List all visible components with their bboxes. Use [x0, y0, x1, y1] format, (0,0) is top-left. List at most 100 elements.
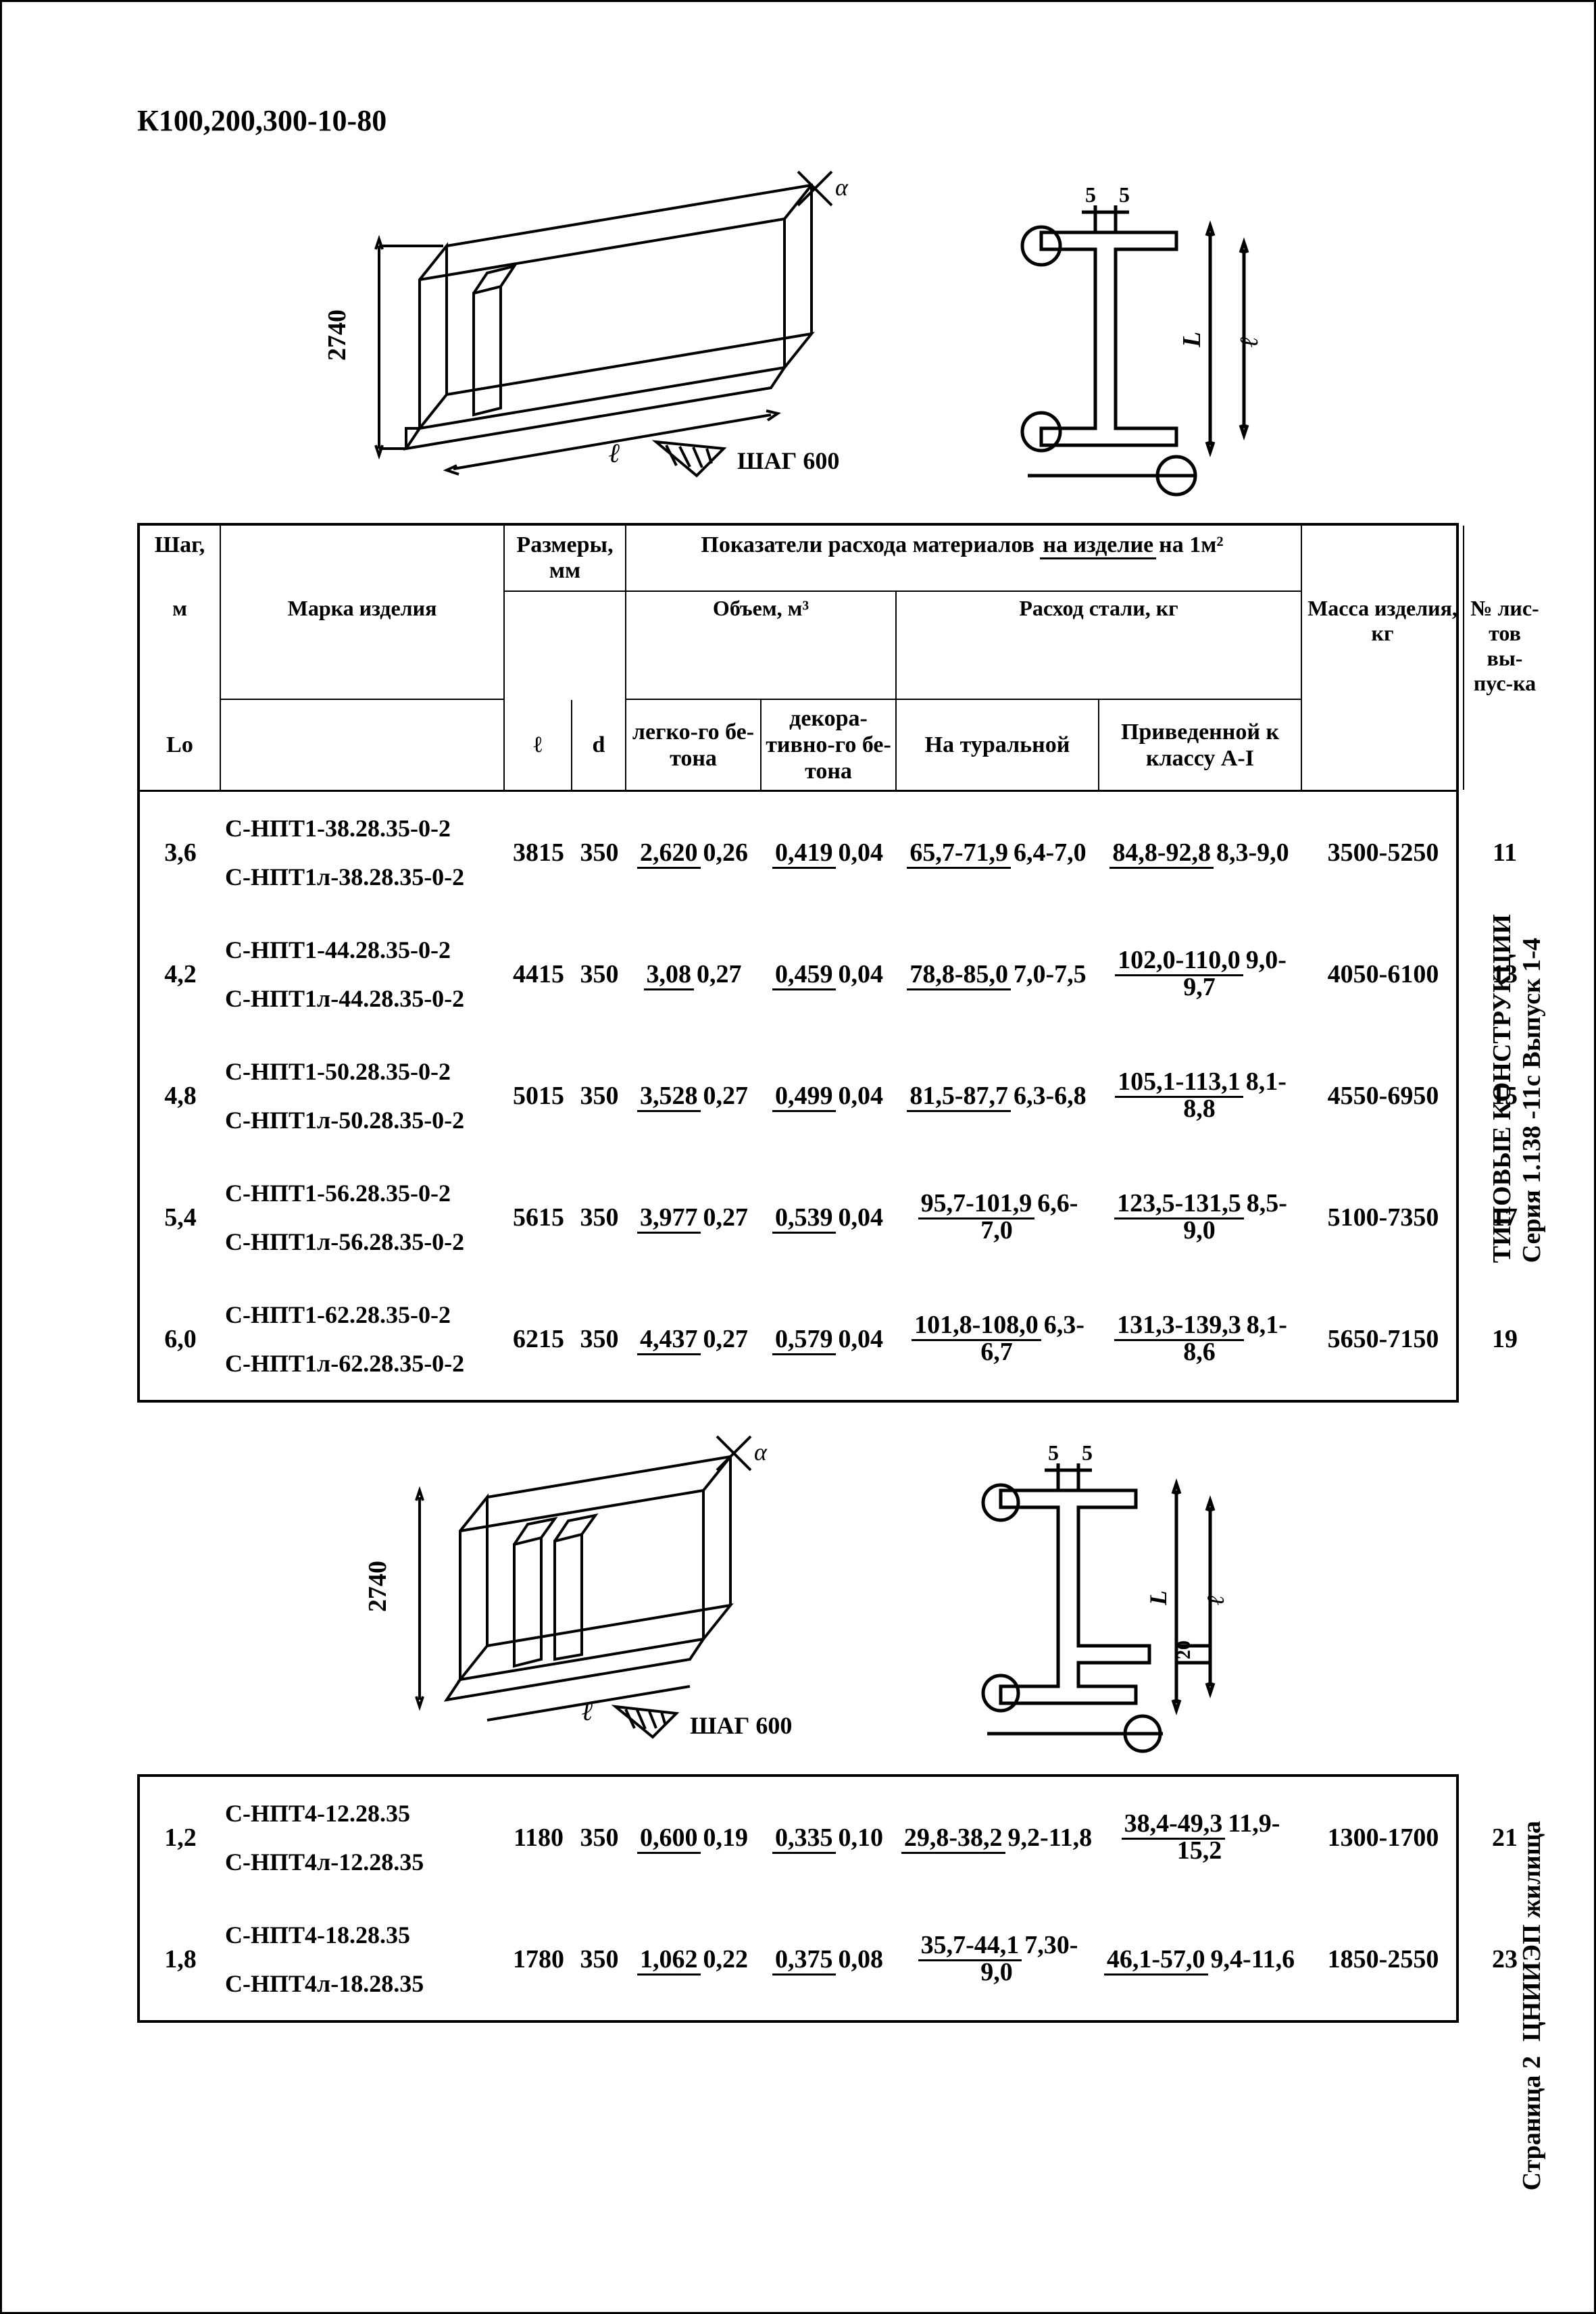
hdr-dims: Размеры, мм: [516, 532, 613, 583]
cell-pri: 105,1-113,18,1-8,8: [1099, 1062, 1302, 1130]
sec1-l: ℓ: [1235, 336, 1264, 347]
cell-vol-dec: 0,4990,04: [762, 1074, 897, 1117]
cell-nat: 29,8-38,29,2-11,8: [897, 1816, 1099, 1859]
cell-vol-light: 3,080,27: [626, 953, 762, 996]
cell-pri: 84,8-92,88,3-9,0: [1099, 831, 1302, 874]
hdr-decor: декора-тивно-го бе-тона: [762, 700, 897, 790]
hdr-metrics: Показатели расхода материалов: [701, 532, 1034, 557]
isometric-drawing-2: 2740 ℓ α ШАГ 600: [325, 1423, 866, 1761]
table-row: 4,2С-НПТ1-44.28.35-0-2С-НПТ1л-44.28.35-0…: [140, 913, 1456, 1035]
sec2-dim5a: 5: [1048, 1440, 1059, 1465]
cell-vol-light: 3,9770,27: [626, 1196, 762, 1239]
cell-nat: 95,7-101,96,6-7,0: [897, 1184, 1099, 1252]
cell-mass: 4050-6100: [1302, 953, 1464, 996]
cell-shag: 4,8: [140, 1074, 221, 1117]
hdr-sheets: № лис-тов вы-пус-ка: [1464, 592, 1545, 700]
table-row: 3,6С-НПТ1-38.28.35-0-2С-НПТ1л-38.28.35-0…: [140, 792, 1456, 913]
cell-vol-dec: 0,5790,04: [762, 1317, 897, 1361]
cell-marks: С-НПТ1-56.28.35-0-2С-НПТ1л-56.28.35-0-2: [221, 1162, 505, 1273]
table-row: 4,8С-НПТ1-50.28.35-0-2С-НПТ1л-50.28.35-0…: [140, 1035, 1456, 1157]
section-drawing-1: 5 5 L ℓ: [960, 158, 1298, 509]
sec2-dim5b: 5: [1082, 1440, 1093, 1465]
cell-d: 350: [572, 1938, 626, 1981]
cell-vol-light: 3,5280,27: [626, 1074, 762, 1117]
fig2-height: 2740: [364, 1561, 392, 1612]
table-row: 1,2С-НПТ4-12.28.35С-НПТ4л-12.28.35118035…: [140, 1777, 1456, 1898]
cell-marks: С-НПТ1-38.28.35-0-2С-НПТ1л-38.28.35-0-2: [221, 797, 505, 908]
cell-pri: 131,3-139,38,1-8,6: [1099, 1305, 1302, 1374]
cell-shag: 5,4: [140, 1196, 221, 1239]
fig1-step: ШАГ 600: [737, 447, 839, 474]
fig1-height: 2740: [323, 309, 351, 361]
cell-shag: 6,0: [140, 1317, 221, 1361]
cell-mass: 3500-5250: [1302, 831, 1464, 874]
fig2-l: ℓ: [582, 1696, 593, 1726]
sec2-L: L: [1145, 1590, 1172, 1606]
cell-mass: 5100-7350: [1302, 1196, 1464, 1239]
cell-nat: 78,8-85,07,0-7,5: [897, 953, 1099, 996]
cell-vol-light: 2,6200,26: [626, 831, 762, 874]
hdr-d: d: [572, 700, 626, 790]
side-subtitle: Серия 1.138 -11с Выпуск 1-4: [1518, 938, 1546, 1263]
cell-l: 1180: [505, 1816, 572, 1859]
cell-pri: 102,0-110,09,0-9,7: [1099, 940, 1302, 1009]
cell-d: 350: [572, 831, 626, 874]
cell-vol-light: 1,0620,22: [626, 1938, 762, 1981]
cell-vol-light: 4,4370,27: [626, 1317, 762, 1361]
cell-shag: 1,8: [140, 1938, 221, 1981]
cell-marks: С-НПТ1-44.28.35-0-2С-НПТ1л-44.28.35-0-2: [221, 919, 505, 1030]
cell-nat: 81,5-87,76,3-6,8: [897, 1074, 1099, 1117]
figure-row-2: 2740 ℓ α ШАГ 600 5 5: [137, 1423, 1459, 1761]
cell-d: 350: [572, 1317, 626, 1361]
cell-l: 3815: [505, 831, 572, 874]
isometric-drawing-1: 2740 ℓ α ШАГ 600: [298, 158, 906, 509]
side-title: ТИПОВЫЕ КОНСТРУКЦИИ: [1488, 914, 1516, 1263]
sec2-20: 20: [1174, 1640, 1195, 1659]
hdr-l: ℓ: [505, 700, 572, 790]
cell-shag: 1,2: [140, 1816, 221, 1859]
table-row: 5,4С-НПТ1-56.28.35-0-2С-НПТ1л-56.28.35-0…: [140, 1157, 1456, 1278]
side-org: ЦНИИЭП жилища: [1517, 1821, 1547, 2042]
cell-d: 350: [572, 953, 626, 996]
sec2-l: ℓ: [1202, 1595, 1229, 1605]
cell-pri: 123,5-131,58,5-9,0: [1099, 1184, 1302, 1252]
table-row: 1,8С-НПТ4-18.28.35С-НПТ4л-18.28.35178035…: [140, 1898, 1456, 2020]
hdr-light: легко-го бе-тона: [626, 700, 762, 790]
hdr-vol: Объем, м³: [626, 592, 897, 700]
cell-nat: 65,7-71,96,4-7,0: [897, 831, 1099, 874]
cell-shag: 3,6: [140, 831, 221, 874]
table-2: 1,2С-НПТ4-12.28.35С-НПТ4л-12.28.35118035…: [137, 1774, 1459, 2023]
page: К100,200,300-10-80: [0, 0, 1596, 2314]
cell-vol-dec: 0,3350,10: [762, 1816, 897, 1859]
hdr-steel: Расход стали, кг: [897, 592, 1302, 700]
cell-pri: 38,4-49,311,9-15,2: [1099, 1804, 1302, 1872]
cell-vol-dec: 0,4590,04: [762, 953, 897, 996]
hdr-per-item: на изделие: [1040, 532, 1156, 559]
cell-sheet: 19: [1464, 1317, 1545, 1361]
side-page: Страница 2: [1517, 2056, 1547, 2190]
hdr-shag-unit: м: [172, 596, 187, 620]
hdr-per-m2: на 1м²: [1156, 532, 1226, 557]
sec1-L: L: [1178, 332, 1206, 348]
fig1-l: ℓ: [609, 438, 620, 468]
cell-marks: С-НПТ1-62.28.35-0-2С-НПТ1л-62.28.35-0-2: [221, 1284, 505, 1394]
cell-marks: С-НПТ4-18.28.35С-НПТ4л-18.28.35: [221, 1904, 505, 2015]
cell-vol-light: 0,6000,19: [626, 1816, 762, 1859]
hdr-priv: Приведенной к классу А-I: [1099, 700, 1302, 790]
cell-d: 350: [572, 1816, 626, 1859]
cell-sheet: 11: [1464, 831, 1545, 874]
cell-l: 5015: [505, 1074, 572, 1117]
figure-row-1: 2740 ℓ α ШАГ 600: [137, 158, 1459, 509]
cell-vol-dec: 0,5390,04: [762, 1196, 897, 1239]
cell-vol-dec: 0,4190,04: [762, 831, 897, 874]
cell-shag: 4,2: [140, 953, 221, 996]
document-id: К100,200,300-10-80: [137, 103, 1459, 138]
cell-marks: С-НПТ4-12.28.35С-НПТ4л-12.28.35: [221, 1782, 505, 1893]
cell-l: 4415: [505, 953, 572, 996]
cell-d: 350: [572, 1196, 626, 1239]
fig1-alpha: α: [835, 174, 849, 201]
fig2-alpha: α: [754, 1438, 768, 1465]
cell-mass: 1850-2550: [1302, 1938, 1464, 1981]
cell-vol-dec: 0,3750,08: [762, 1938, 897, 1981]
cell-marks: С-НПТ1-50.28.35-0-2С-НПТ1л-50.28.35-0-2: [221, 1040, 505, 1151]
